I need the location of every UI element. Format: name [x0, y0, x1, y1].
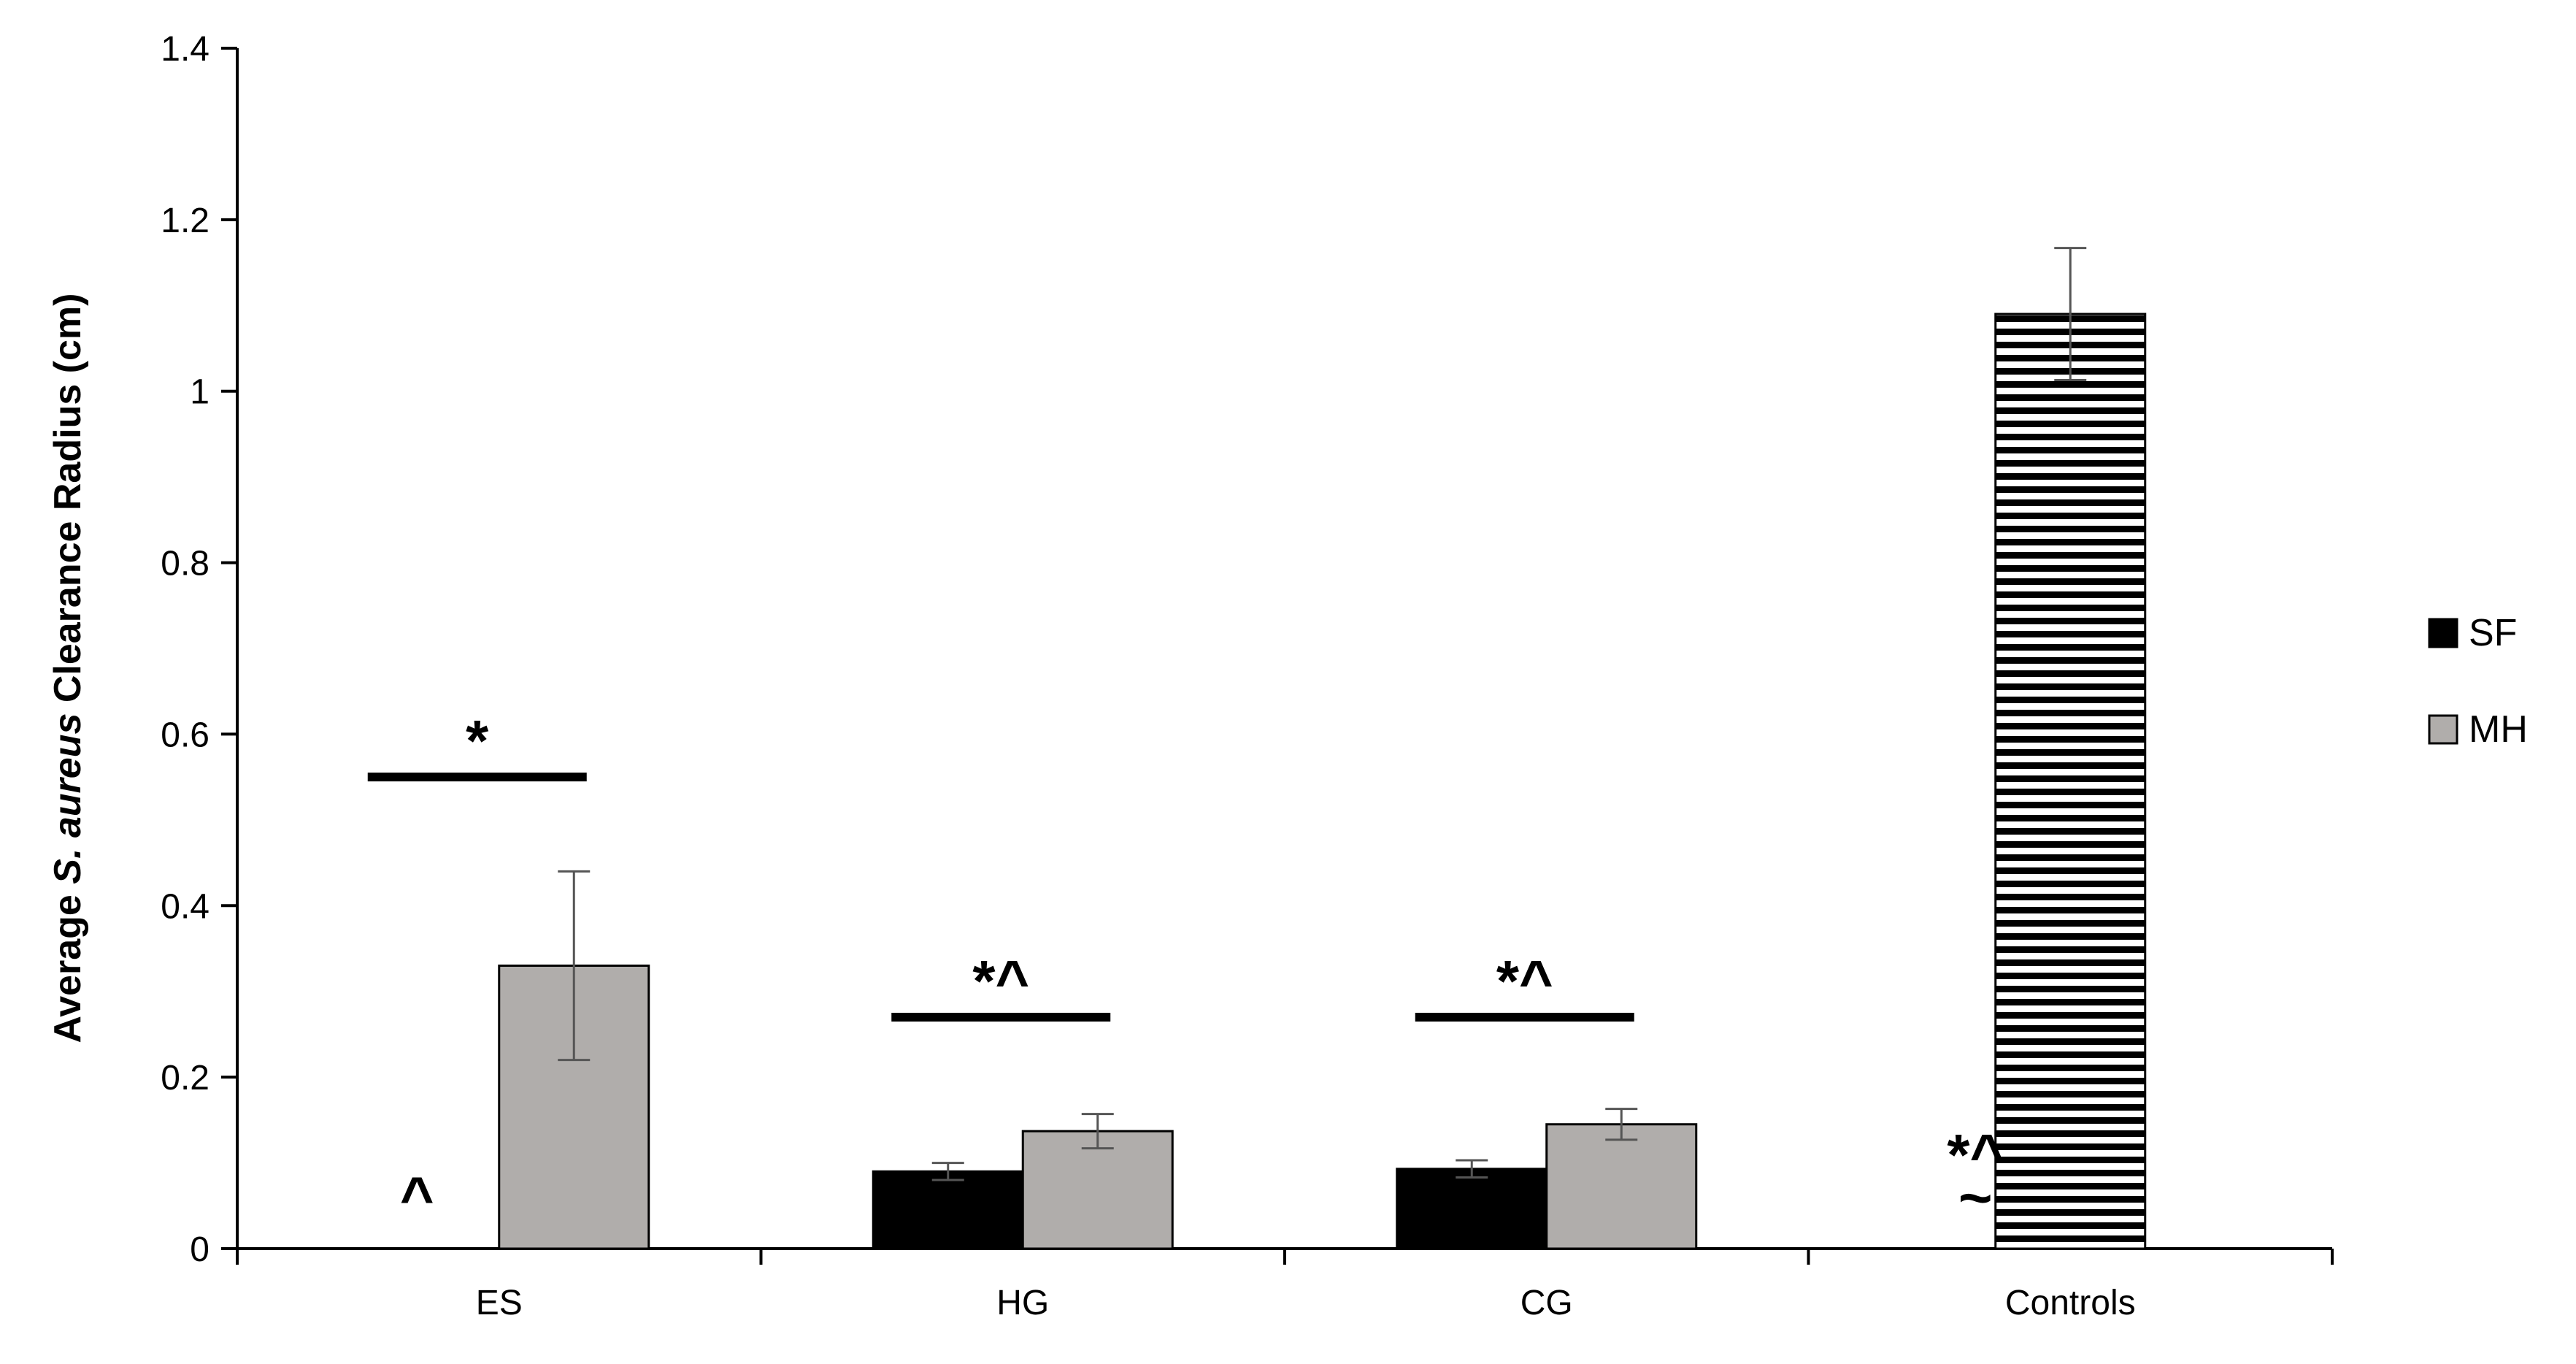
legend-label-mh: MH	[2469, 708, 2528, 751]
bar-sf	[872, 1170, 1024, 1250]
bar-controls	[1994, 313, 2147, 1250]
x-tick-label: CG	[1520, 1284, 1573, 1322]
x-tick-label: Controls	[2005, 1284, 2136, 1322]
y-axis-label: Average S. aureus Clearance Radius (cm)	[47, 294, 89, 1043]
y-tick-label: 1	[190, 373, 209, 412]
y-tick-label: 0.4	[161, 887, 209, 926]
y-tick-label: 1.2	[161, 202, 209, 240]
y-tick-label: 0	[190, 1230, 209, 1269]
legend-label-sf: SF	[2469, 612, 2517, 654]
y-axis-label-prefix: Average	[47, 884, 89, 1043]
bar-mh	[1545, 1123, 1698, 1250]
significance-marker: ^	[400, 1165, 434, 1230]
y-tick-label: 0.2	[161, 1059, 209, 1097]
y-axis-label-italic: S. aureus	[47, 713, 89, 884]
significance-marker: ~	[1958, 1165, 1993, 1230]
significance-marker: *^	[1496, 949, 1553, 1014]
significance-marker: *^	[972, 949, 1029, 1014]
significance-marker: *	[466, 708, 489, 773]
legend-swatch-mh	[2428, 714, 2458, 745]
x-tick-label: ES	[476, 1284, 523, 1322]
y-tick-label: 0.6	[161, 716, 209, 754]
x-tick-label: HG	[996, 1284, 1049, 1322]
significance-marker: *^	[1947, 1122, 2004, 1187]
bar-mh	[1021, 1130, 1174, 1250]
bar-sf	[1396, 1168, 1548, 1250]
y-tick-label: 1.4	[161, 30, 209, 69]
y-axis-label-suffix: Clearance Radius (cm)	[47, 294, 89, 713]
legend-swatch-sf	[2428, 618, 2458, 648]
y-tick-label: 0.8	[161, 545, 209, 583]
